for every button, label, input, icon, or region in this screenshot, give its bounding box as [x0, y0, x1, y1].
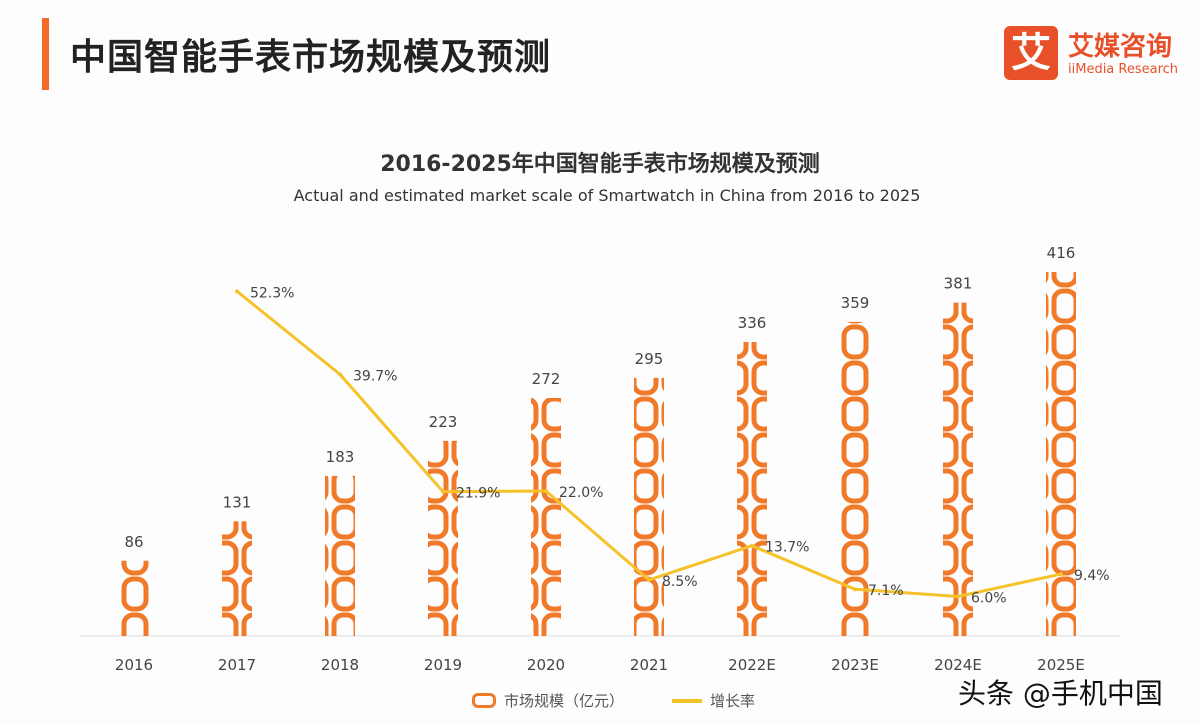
x-tick-label: 2020: [527, 656, 565, 674]
x-tick-label: 2023E: [831, 656, 879, 674]
x-tick-label: 2017: [218, 656, 256, 674]
bar-value-label: 416: [1047, 244, 1076, 262]
growth-point: [647, 577, 651, 582]
growth-value-label: 9.4%: [1074, 568, 1110, 584]
x-tick-label: 2016: [115, 656, 153, 674]
page-title: 中国智能手表市场规模及预测: [70, 37, 552, 78]
x-tick-label: 2022E: [728, 656, 776, 674]
logo-en: iiMedia Research: [1068, 62, 1179, 77]
bar: [119, 560, 149, 636]
logo-cn: 艾媒咨询: [1068, 32, 1173, 62]
growth-point: [235, 289, 239, 294]
growth-point: [853, 587, 857, 592]
bar: [325, 475, 355, 636]
chart-subtitle: Actual and estimated market scale of Sma…: [293, 186, 921, 205]
growth-point: [1059, 572, 1063, 577]
legend-line-swatch: [672, 698, 703, 703]
bar-value-label: 295: [635, 350, 664, 368]
bar-value-label: 86: [124, 533, 143, 551]
growth-value-label: 8.5%: [662, 574, 698, 590]
bar: [634, 377, 664, 636]
growth-point: [338, 372, 342, 377]
growth-point: [441, 489, 445, 494]
chart-title: 2016-2025年中国智能手表市场规模及预测: [380, 152, 820, 177]
title-accent-bar: [42, 18, 49, 90]
bar: [531, 398, 561, 636]
bar-value-label: 336: [738, 314, 767, 332]
bar-value-label: 272: [532, 370, 561, 388]
bar: [222, 521, 252, 636]
x-tick-label: 2018: [321, 656, 359, 674]
growth-value-label: 6.0%: [971, 590, 1007, 606]
growth-value-label: 13.7%: [765, 540, 809, 556]
logo-mark: 艾: [1004, 26, 1058, 80]
legend-line-label: 增长率: [710, 692, 756, 710]
watermark: 头条 @手机中国: [958, 677, 1163, 710]
bar: [428, 440, 458, 636]
growth-point: [956, 594, 960, 599]
bar-value-label: 183: [326, 448, 355, 466]
x-tick-label: 2019: [424, 656, 462, 674]
growth-value-label: 22.0%: [559, 485, 603, 501]
growth-point: [544, 489, 548, 494]
growth-value-label: 21.9%: [456, 486, 500, 502]
x-tick-label: 2025E: [1037, 656, 1085, 674]
imedia-logo: 艾 艾媒咨询 iiMedia Research: [1004, 26, 1200, 84]
legend-bar-label: 市场规模（亿元）: [504, 692, 625, 710]
bar: [943, 302, 973, 636]
growth-value-label: 39.7%: [353, 368, 397, 384]
growth-value-label: 52.3%: [250, 285, 294, 301]
legend-bar-swatch: [472, 693, 496, 708]
growth-point: [750, 543, 754, 548]
bar: [737, 342, 767, 636]
bar: [1046, 272, 1076, 636]
growth-value-label: 7.1%: [868, 583, 904, 599]
bar-value-label: 381: [944, 275, 973, 293]
bar-value-label: 223: [429, 413, 458, 431]
bar-value-label: 359: [841, 294, 870, 312]
x-tick-label: 2024E: [934, 656, 982, 674]
bar-value-label: 131: [223, 493, 252, 511]
legend: 市场规模（亿元） 增长率: [472, 690, 755, 711]
x-tick-label: 2021: [630, 656, 668, 674]
